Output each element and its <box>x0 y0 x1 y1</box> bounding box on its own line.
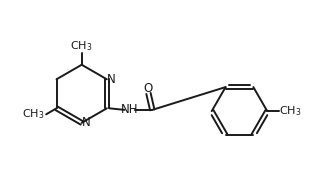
Text: CH$_3$: CH$_3$ <box>71 39 93 53</box>
Text: N: N <box>107 73 115 86</box>
Text: CH$_3$: CH$_3$ <box>279 104 302 118</box>
Text: CH$_3$: CH$_3$ <box>22 107 45 121</box>
Text: N: N <box>81 116 90 129</box>
Text: O: O <box>143 82 152 95</box>
Text: NH: NH <box>121 103 138 116</box>
